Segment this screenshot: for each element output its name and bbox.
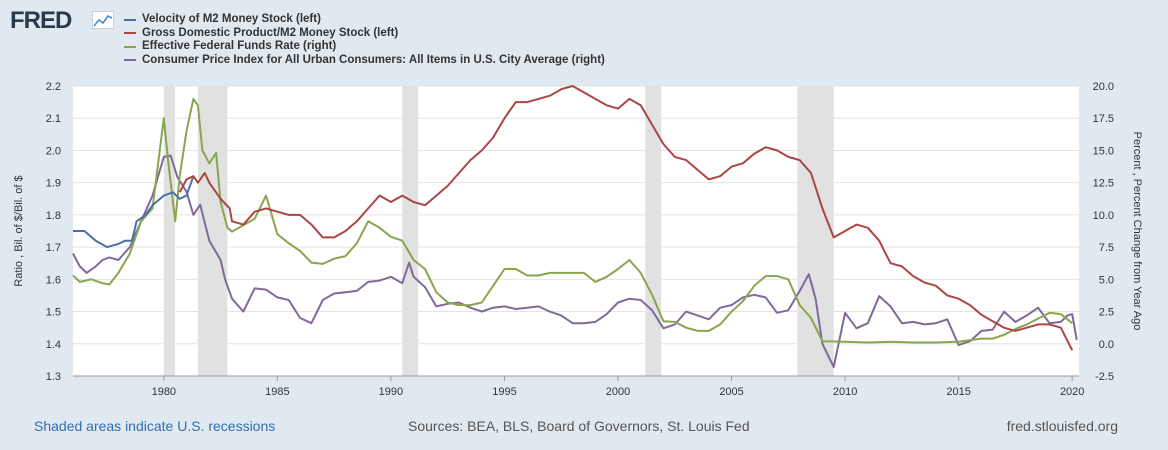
y-right-tick-label-0: -2.5: [1095, 371, 1114, 383]
y-left-tick-label-3: 1.6: [46, 274, 61, 286]
legend-swatch-cpi: [124, 59, 136, 62]
recession-band-2: [402, 86, 419, 376]
legend-item-fedfunds[interactable]: Effective Federal Funds Rate (right): [124, 40, 605, 54]
chart-logo-icon: [92, 11, 114, 29]
y-left-tick-label-9: 2.2: [46, 81, 61, 93]
y-right-tick-label-7: 15.0: [1093, 145, 1114, 157]
y-right-tick-label-3: 5.0: [1099, 274, 1114, 286]
x-tick-label-7: 2015: [946, 386, 970, 398]
legend-item-gdp-m2[interactable]: Gross Domestic Product/M2 Money Stock (l…: [124, 27, 605, 41]
x-tick-label-6: 2010: [833, 386, 857, 398]
legend-item-cpi[interactable]: Consumer Price Index for All Urban Consu…: [124, 54, 605, 68]
y-right-tick-label-4: 7.5: [1099, 242, 1114, 254]
x-tick-label-5: 2005: [719, 386, 743, 398]
series-line-0: [73, 175, 195, 249]
site-url[interactable]: fred.stlouisfed.org: [1006, 418, 1118, 434]
legend-swatch-fedfunds: [124, 45, 136, 48]
y-right-tick-label-1: 0.0: [1099, 339, 1114, 351]
legend-label-fedfunds: Effective Federal Funds Rate (right): [142, 40, 337, 53]
y-right-axis-title: Percent , Percent Change from Year Ago: [1131, 132, 1143, 331]
y-left-tick-label-0: 1.3: [46, 371, 61, 383]
series-line-2: [72, 97, 1073, 344]
legend-swatch-gdp-m2: [124, 32, 136, 35]
recession-band-4: [797, 86, 834, 376]
y-left-tick-label-6: 1.9: [46, 178, 61, 190]
fred-logo[interactable]: FRED: [10, 7, 72, 34]
x-tick-label-1: 1985: [265, 386, 289, 398]
legend-label-velocity: Velocity of M2 Money Stock (left): [142, 13, 321, 26]
y-left-tick-label-8: 2.1: [46, 113, 61, 125]
y-left-tick-label-5: 1.8: [46, 210, 61, 222]
legend: Velocity of M2 Money Stock (left) Gross …: [124, 13, 605, 67]
y-right-tick-label-6: 12.5: [1093, 178, 1114, 190]
chart: 1.3 1.4 1.5 1.6 1.7 1.8 1.9 2.0 2.1 2.2 -2.5 0.0 2.5…: [13, 81, 1143, 398]
legend-label-gdp-m2: Gross Domestic Product/M2 Money Stock (l…: [142, 26, 399, 39]
x-tick-label-3: 1995: [492, 386, 516, 398]
recession-band-1: [197, 86, 228, 376]
y-right-tick-label-5: 10.0: [1093, 210, 1114, 222]
x-tick-label-8: 2020: [1060, 386, 1084, 398]
x-tick-label-4: 2000: [606, 386, 630, 398]
plot-area: [73, 86, 1079, 376]
recessions-note-link[interactable]: Shaded areas indicate U.S. recessions: [34, 418, 276, 434]
series-line-3: [72, 154, 1078, 368]
y-left-tick-label-2: 1.5: [46, 307, 61, 319]
y-left-tick-label-4: 1.7: [46, 242, 61, 254]
legend-item-velocity[interactable]: Velocity of M2 Money Stock (left): [124, 13, 605, 27]
recession-band-3: [645, 86, 662, 376]
y-left-tick-label-1: 1.4: [46, 339, 61, 351]
x-tick-label-0: 1980: [152, 386, 176, 398]
y-right-tick-label-8: 17.5: [1093, 113, 1114, 125]
x-tick-label-2: 1990: [379, 386, 403, 398]
sources-text: Sources: BEA, BLS, Board of Governors, S…: [408, 418, 750, 434]
y-right-tick-label-2: 2.5: [1099, 307, 1114, 319]
legend-label-cpi: Consumer Price Index for All Urban Consu…: [142, 53, 605, 66]
series-line-1: [178, 85, 1074, 351]
y-right-tick-label-9: 20.0: [1093, 81, 1114, 93]
y-left-axis-title: Ratio , Bil. of $/Bil. of $: [13, 175, 25, 286]
y-left-tick-label-7: 2.0: [46, 145, 61, 157]
recession-band-0: [163, 86, 176, 376]
legend-swatch-velocity: [124, 18, 136, 21]
